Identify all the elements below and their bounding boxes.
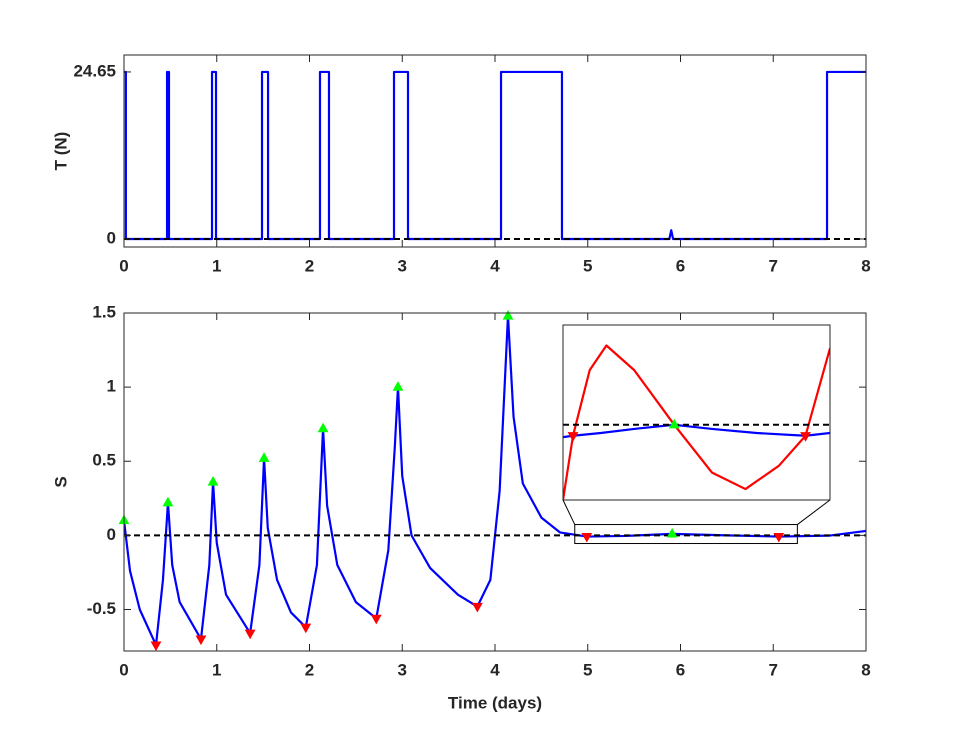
y-tick-label: 0 [107,228,116,247]
x-tick-label: 3 [398,256,407,275]
axes-frame [562,324,831,501]
x-tick-label: 4 [490,660,500,679]
x-tick-label: 8 [861,660,870,679]
marker [317,422,329,433]
x-tick-label: 0 [119,256,128,275]
y-tick-label: 24.65 [73,61,116,80]
x-tick-label: 2 [305,256,314,275]
zoom-connector [562,499,576,525]
x-tick-label: 8 [861,256,870,275]
zoom-connector [797,499,831,525]
marker [471,602,483,613]
x-axis-label: Time (days) [448,693,542,712]
plot-area [563,325,830,500]
marker [800,432,811,442]
marker [150,641,162,652]
y-tick-label: 0.5 [92,451,116,470]
marker [195,635,207,646]
plot-area [124,55,866,247]
x-tick-label: 7 [769,256,778,275]
y-tick-label: -0.5 [87,599,116,618]
marker [392,381,404,391]
axes: 0 1 2 3 4 5 6 7 8 0 24.65 T (N) [51,54,871,275]
marker [207,476,219,486]
x-tick-label: 5 [583,660,592,679]
axes [562,324,831,501]
y-tick-label: 0 [107,525,116,544]
marker [581,532,593,543]
marker [567,432,579,442]
x-tick-label: 1 [212,256,221,275]
marker [370,614,382,625]
x-tick-label: 0 [119,660,128,679]
plot-content [124,70,866,241]
data-line [124,70,866,241]
y-tick-label: 1.5 [92,302,116,321]
x-tick-label: 6 [676,660,685,679]
x-tick-label: 4 [490,256,500,275]
marker [258,452,270,462]
y-axis-label: T (N) [51,132,70,171]
x-tick-label: 1 [212,660,221,679]
x-tick-label: 6 [676,256,685,275]
marker [162,496,174,507]
marker [300,623,312,634]
y-axis-label: S [51,476,70,487]
x-tick-label: 2 [305,660,314,679]
marker [773,532,785,543]
y-tick-label: 1 [107,377,116,396]
marker [244,629,256,640]
x-tick-label: 7 [769,660,778,679]
x-tick-label: 3 [398,660,407,679]
x-tick-label: 5 [583,256,592,275]
marker [666,527,678,538]
zoom-box [574,524,798,545]
marker [668,418,680,429]
marker [502,309,514,320]
plot-content [124,314,866,647]
data-line [124,314,866,647]
